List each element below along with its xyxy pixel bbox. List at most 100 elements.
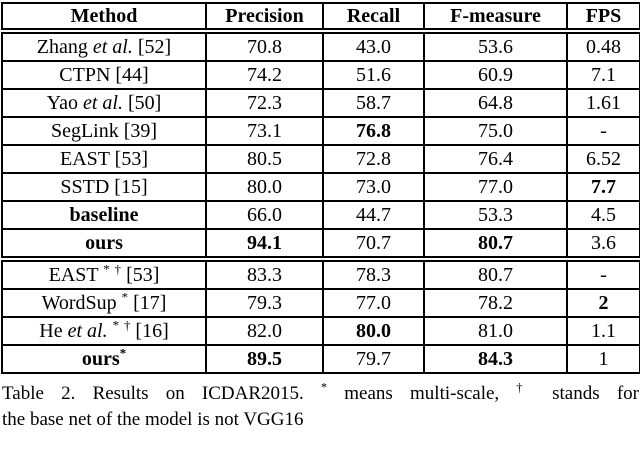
table-row: baseline 66.0 44.7 53.3 4.5 bbox=[1, 200, 640, 230]
value-cell: 44.7 bbox=[322, 200, 425, 230]
text-segment: et al. bbox=[67, 319, 108, 342]
text-segment: et al. bbox=[83, 91, 123, 114]
text-segment: means multi-scale, bbox=[327, 383, 517, 404]
value-cell: 53.6 bbox=[423, 32, 568, 62]
column-header-precision: Precision bbox=[205, 2, 324, 30]
text-segment: SSTD [15] bbox=[60, 175, 148, 198]
text-segment: Zhang bbox=[36, 35, 93, 58]
value-cell: 6.52 bbox=[566, 144, 640, 174]
value-cell: 1.61 bbox=[566, 88, 640, 118]
table-row: EAST [53] 80.5 72.8 76.4 6.52 bbox=[1, 144, 640, 174]
table-section-2: EAST * † [53] 83.3 78.3 80.7- WordSup * [17]… bbox=[1, 260, 640, 374]
table-section-1: Zhang et al. [52] 70.8 43.0 53.6 0.48 CTPN [4… bbox=[1, 32, 640, 258]
value-cell: 81.0 bbox=[423, 316, 568, 346]
value-cell: 94.1 bbox=[205, 228, 324, 258]
value-cell: 7.7 bbox=[566, 172, 640, 202]
value-cell: 77.0 bbox=[423, 172, 568, 202]
value-cell: 80.5 bbox=[205, 144, 324, 174]
superscript-marker: * bbox=[121, 289, 129, 304]
text-segment: He bbox=[39, 319, 68, 342]
method-cell: EAST * † [53] bbox=[1, 260, 207, 290]
table-row: Zhang et al. [52] 70.8 43.0 53.6 0.48 bbox=[1, 32, 640, 62]
value-cell: 84.3 bbox=[423, 344, 568, 374]
value-cell: 70.7 bbox=[322, 228, 425, 258]
method-cell: SSTD [15] bbox=[1, 172, 207, 202]
text-segment: stands for bbox=[534, 383, 639, 404]
text-segment: EAST [53] bbox=[60, 147, 148, 170]
value-cell: 76.8 bbox=[322, 116, 425, 146]
text-segment: [50] bbox=[123, 91, 162, 114]
method-cell: WordSup * [17] bbox=[1, 288, 207, 318]
value-cell: 7.1 bbox=[566, 60, 640, 90]
value-cell: 43.0 bbox=[322, 32, 425, 62]
text-segment: SegLink [39] bbox=[50, 119, 158, 142]
text-segment: ours bbox=[85, 231, 123, 254]
method-cell: SegLink [39] bbox=[1, 116, 207, 146]
header-row: Method Precision Recall F-measure FPS bbox=[1, 2, 640, 30]
column-header-recall: Recall bbox=[322, 2, 425, 30]
value-cell: 1 bbox=[566, 344, 640, 374]
table-header: Method Precision Recall F-measure FPS bbox=[1, 2, 640, 30]
value-cell: 0.48 bbox=[566, 32, 640, 62]
value-cell: 74.2 bbox=[205, 60, 324, 90]
table-row: CTPN [44] 74.2 51.6 60.9 7.1 bbox=[1, 60, 640, 90]
value-cell: 79.3 bbox=[205, 288, 324, 318]
text-segment: ours bbox=[81, 347, 120, 370]
value-cell: 82.0 bbox=[205, 316, 324, 346]
value-cell: 79.7 bbox=[322, 344, 425, 374]
value-cell: 76.4 bbox=[423, 144, 568, 174]
table-row: EAST * † [53] 83.3 78.3 80.7- bbox=[1, 260, 640, 290]
superscript-marker: * bbox=[103, 261, 110, 276]
value-cell: 53.3 bbox=[423, 200, 568, 230]
superscript-marker: * bbox=[321, 380, 328, 395]
value-cell: 58.7 bbox=[322, 88, 425, 118]
superscript-marker: * bbox=[119, 345, 127, 360]
table-row: WordSup * [17] 79.3 77.0 78.2 2 bbox=[1, 288, 640, 318]
text-segment: [52] bbox=[132, 35, 172, 58]
value-cell: 51.6 bbox=[322, 60, 425, 90]
method-cell: Yao et al. [50] bbox=[1, 88, 207, 118]
text-segment: Yao bbox=[46, 91, 83, 114]
value-cell: 89.5 bbox=[205, 344, 324, 374]
superscript-marker: † bbox=[124, 317, 131, 332]
value-cell: 3.6 bbox=[566, 228, 640, 258]
value-cell: 72.3 bbox=[205, 88, 324, 118]
value-cell: - bbox=[566, 260, 640, 290]
method-cell: ours* bbox=[1, 344, 207, 374]
value-cell: 1.1 bbox=[566, 316, 640, 346]
value-cell: 83.3 bbox=[205, 260, 324, 290]
value-cell: 80.0 bbox=[322, 316, 425, 346]
value-cell: 80.7 bbox=[423, 260, 568, 290]
text-segment: [16] bbox=[130, 319, 169, 342]
column-header-fmeasure: F-measure bbox=[423, 2, 568, 30]
text-segment: Table 2. Results on ICDAR2015. bbox=[2, 383, 321, 404]
table-row: SegLink [39] 73.1 76.8 75.0- bbox=[1, 116, 640, 146]
table-caption: Table 2. Results on ICDAR2015. * means m… bbox=[1, 374, 639, 433]
value-cell: 4.5 bbox=[566, 200, 640, 230]
value-cell: 2 bbox=[566, 288, 640, 318]
value-cell: 80.0 bbox=[205, 172, 324, 202]
method-cell: Zhang et al. [52] bbox=[1, 32, 207, 62]
value-cell: 64.8 bbox=[423, 88, 568, 118]
text-segment: et al. bbox=[92, 35, 133, 58]
text-segment: CTPN [44] bbox=[59, 63, 149, 86]
results-table-figure: Method Precision Recall F-measure FPS Zh… bbox=[1, 2, 640, 433]
caption-line-2: the base net of the model is not VGG16 bbox=[2, 407, 639, 433]
value-cell: - bbox=[566, 116, 640, 146]
value-cell: 73.1 bbox=[205, 116, 324, 146]
value-cell: 70.8 bbox=[205, 32, 324, 62]
superscript-marker: † bbox=[114, 261, 122, 276]
text-segment: [17] bbox=[128, 291, 167, 314]
column-header-fps: FPS bbox=[566, 2, 640, 30]
superscript-marker: † bbox=[516, 380, 535, 395]
method-cell: EAST [53] bbox=[1, 144, 207, 174]
text-segment: EAST bbox=[48, 263, 104, 286]
value-cell: 72.8 bbox=[322, 144, 425, 174]
column-header-method: Method bbox=[1, 2, 207, 30]
value-cell: 77.0 bbox=[322, 288, 425, 318]
table-row: SSTD [15] 80.0 73.0 77.0 7.7 bbox=[1, 172, 640, 202]
caption-line-1: Table 2. Results on ICDAR2015. * means m… bbox=[2, 381, 639, 407]
table-row: Yao et al. [50] 72.3 58.7 64.8 1.61 bbox=[1, 88, 640, 118]
superscript-marker: * bbox=[112, 317, 119, 332]
method-cell: ours bbox=[1, 228, 207, 258]
